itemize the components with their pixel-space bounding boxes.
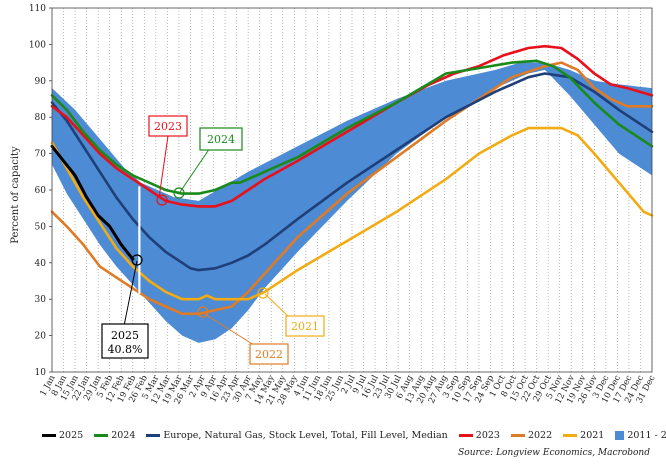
legend-swatch xyxy=(615,430,625,440)
annotation-2025-value: 40.8% xyxy=(108,343,143,356)
legend-swatch xyxy=(146,433,161,437)
legend-item: 2023 xyxy=(458,429,500,441)
y-axis-label: Percent of capacity xyxy=(10,146,21,244)
annotation-2021: 2021 xyxy=(291,320,319,333)
y-tick-label: 110 xyxy=(29,4,46,14)
legend-label: 2025 xyxy=(59,429,84,441)
series-line-2022 xyxy=(50,61,654,316)
source-note: Source: Longview Economics, Macrobond xyxy=(458,448,650,458)
legend-swatch xyxy=(94,433,109,437)
series-lines xyxy=(50,44,654,316)
y-tick-label: 90 xyxy=(35,77,47,87)
legend-label: Europe, Natural Gas, Stock Level, Total,… xyxy=(163,429,448,441)
legend-item: 2025 xyxy=(42,430,83,441)
legend-item: 2021 xyxy=(563,430,604,441)
legend-label: 2011 - 2020 xyxy=(627,429,666,441)
y-tick-label: 70 xyxy=(35,150,47,160)
y-tick-label: 20 xyxy=(35,332,47,342)
legend-swatch xyxy=(42,433,56,437)
legend-label: 2023 xyxy=(475,429,500,441)
legend-item: 2011 - 2020 xyxy=(615,430,666,441)
annotation-2023: 2023 xyxy=(154,120,182,133)
y-tick-labels: 10 20 30 40 50 60 70 80 90 100 110 xyxy=(29,4,52,378)
y-tick-label: 10 xyxy=(35,368,47,378)
legend-item: 2024 xyxy=(94,430,135,441)
series-line-2025 xyxy=(50,144,135,261)
series-line-2023 xyxy=(50,44,654,208)
y-tick-label: 50 xyxy=(35,222,47,232)
y-tick-label: 100 xyxy=(29,40,46,50)
series-line-2024 xyxy=(50,59,654,195)
y-tick-label: 30 xyxy=(35,295,47,305)
series-line-2021 xyxy=(50,126,654,301)
annotation-2024: 2024 xyxy=(207,133,235,146)
y-tick-label: 40 xyxy=(35,259,47,269)
annotations: 2023 2024 2025 40.8% 2022 2021 xyxy=(101,115,325,365)
legend: 2025 2024 Europe, Natural Gas, Stock Level… xyxy=(42,428,666,442)
annotation-2022: 2022 xyxy=(255,348,283,361)
legend-swatch xyxy=(458,433,473,437)
annotation-2025-label: 2025 xyxy=(111,329,139,342)
legend-swatch xyxy=(563,433,578,437)
legend-swatch xyxy=(510,433,525,437)
legend-item: 2022 xyxy=(510,429,553,441)
band-area xyxy=(52,62,652,343)
legend-label: 2024 xyxy=(111,429,136,441)
legend-label: 2022 xyxy=(527,429,553,441)
legend-item: Europe, Natural Gas, Stock Level, Total,… xyxy=(146,429,448,441)
y-tick-label: 60 xyxy=(35,186,47,196)
y-tick-label: 80 xyxy=(35,113,47,123)
band-2011-2020 xyxy=(52,62,652,343)
series-line-median xyxy=(50,72,654,272)
legend-label: 2021 xyxy=(580,429,605,441)
